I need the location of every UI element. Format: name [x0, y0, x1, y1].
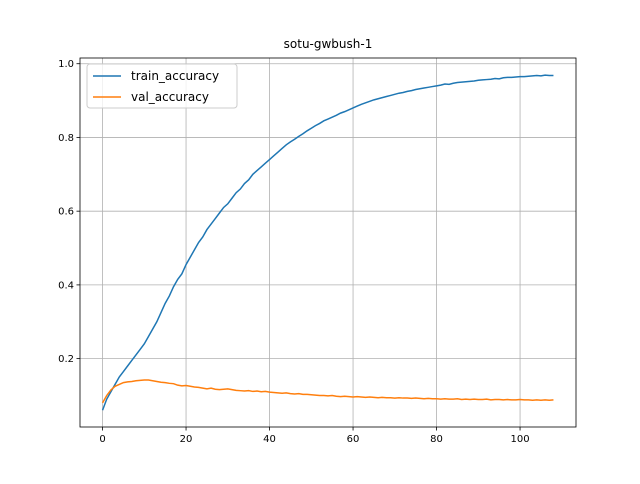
x-tick-label: 40 — [263, 434, 276, 445]
y-tick-label: 1.0 — [58, 59, 74, 70]
x-tick-label: 20 — [180, 434, 193, 445]
y-tick-label: 0.6 — [58, 207, 74, 218]
x-tick-label: 0 — [99, 434, 105, 445]
y-tick-label: 0.8 — [58, 133, 74, 144]
y-tick-label: 0.4 — [58, 280, 74, 291]
data-line — [101, 74, 554, 411]
chart-title: sotu-gwbush-1 — [284, 37, 373, 51]
y-tick-label: 0.2 — [58, 354, 74, 365]
x-tick-label: 100 — [511, 434, 530, 445]
x-tick-label: 80 — [430, 434, 443, 445]
legend-label: val_accuracy — [131, 90, 209, 104]
data-line — [101, 379, 554, 404]
plot-frame — [79, 57, 577, 428]
legend-box — [86, 63, 238, 109]
x-tick-label: 60 — [347, 434, 360, 445]
legend-label: train_accuracy — [131, 69, 219, 83]
